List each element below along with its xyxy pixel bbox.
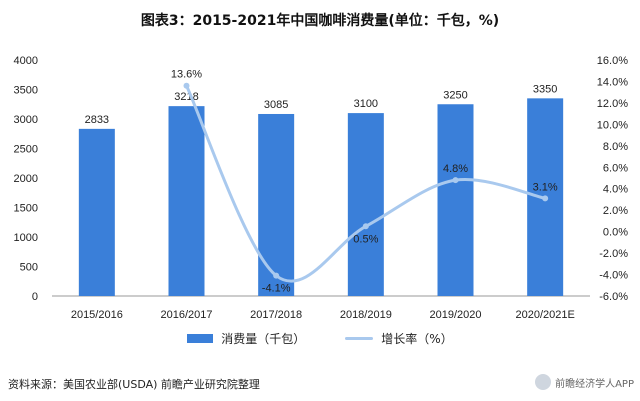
bar-2015/2016 xyxy=(78,128,115,296)
left-axis-tick-label: 2500 xyxy=(14,144,38,156)
growth-point xyxy=(542,195,549,202)
left-axis-tick-label: 500 xyxy=(20,262,38,274)
x-tick-label: 2020/2021E xyxy=(515,309,574,321)
bar-2018/2019 xyxy=(347,113,384,296)
legend-swatch-bar xyxy=(187,334,214,343)
growth-value-label: 4.8% xyxy=(443,163,468,175)
right-axis-tick-label: 16.0% xyxy=(597,55,628,67)
left-axis-tick-label: 4000 xyxy=(14,55,38,67)
right-axis-tick-label: 4.0% xyxy=(603,184,628,196)
growth-point xyxy=(273,272,280,279)
bar-2016/2017 xyxy=(168,106,205,296)
x-tick-label: 2019/2020 xyxy=(430,309,482,321)
bar-2019/2020 xyxy=(437,104,474,296)
bar-value-label: 3250 xyxy=(443,89,467,101)
legend-label-consumption: 消费量（千包） xyxy=(221,332,306,346)
growth-value-label: -4.1% xyxy=(262,283,291,295)
legend: 消费量（千包） 增长率（%） xyxy=(0,330,640,347)
right-axis-tick-label: 8.0% xyxy=(603,141,628,153)
left-axis-tick-label: 3500 xyxy=(14,85,38,97)
bar-2017/2018 xyxy=(258,113,295,296)
growth-point xyxy=(362,223,369,230)
legend-swatch-line xyxy=(345,337,374,340)
x-tick-label: 2016/2017 xyxy=(161,309,213,321)
app-badge: 前瞻经济学人APP xyxy=(535,374,634,390)
bar-value-label: 3218 xyxy=(174,91,198,103)
left-axis-tick-label: 0 xyxy=(32,291,38,303)
bar-value-label: 3350 xyxy=(533,83,557,95)
growth-value-label: 13.6% xyxy=(171,69,202,81)
right-axis-tick-label: 12.0% xyxy=(597,98,628,110)
bar-value-label: 3085 xyxy=(264,99,288,111)
left-axis-tick-label: 3000 xyxy=(14,114,38,126)
right-axis-tick-label: 2.0% xyxy=(603,205,628,217)
right-axis-tick-label: -2.0% xyxy=(599,248,628,260)
bar-value-label: 3100 xyxy=(354,98,378,110)
right-axis-tick-label: -4.0% xyxy=(599,270,628,282)
growth-value-label: 3.1% xyxy=(533,181,558,193)
growth-point xyxy=(183,82,190,89)
left-axis-tick-label: 2000 xyxy=(14,173,38,185)
right-axis-tick-label: -6.0% xyxy=(599,291,628,303)
right-axis-tick-label: 10.0% xyxy=(597,119,628,131)
growth-point xyxy=(452,177,459,184)
chart-title: 图表3：2015-2021年中国咖啡消费量(单位：千包，%) xyxy=(140,13,500,29)
legend-item-growth: 增长率（%） xyxy=(345,330,453,347)
growth-line xyxy=(185,85,546,283)
source-note: 资料来源：美国农业部(USDA) 前瞻产业研究院整理 xyxy=(8,378,260,391)
app-badge-label: 前瞻经济学人APP xyxy=(555,378,634,390)
right-axis-tick-label: 14.0% xyxy=(597,76,628,88)
left-axis-tick-label: 1500 xyxy=(14,203,38,215)
right-axis-tick-label: 6.0% xyxy=(603,162,628,174)
x-tick-label: 2017/2018 xyxy=(250,309,302,321)
app-logo-icon xyxy=(535,374,552,390)
bar-value-label: 2833 xyxy=(85,114,109,126)
legend-item-consumption: 消费量（千包） xyxy=(187,330,305,347)
x-tick-label: 2015/2016 xyxy=(71,309,123,321)
x-tick-label: 2018/2019 xyxy=(340,309,392,321)
growth-value-label: 0.5% xyxy=(353,233,378,245)
left-axis-tick-label: 1000 xyxy=(14,232,38,244)
right-axis-tick-label: 0.0% xyxy=(603,227,628,239)
legend-label-growth: 增长率（%） xyxy=(381,332,453,346)
